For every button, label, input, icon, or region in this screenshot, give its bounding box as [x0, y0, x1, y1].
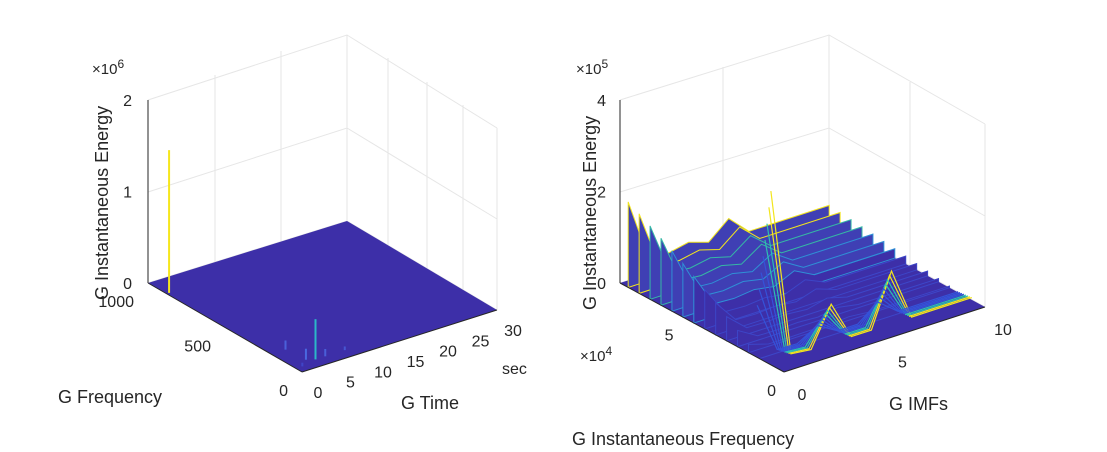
imf-axis-line: [783, 306, 986, 373]
z-axis-label: G Instantaneous Energy: [92, 106, 112, 300]
frequency-tick-label: 500: [184, 339, 211, 356]
surface-edge: [768, 207, 971, 354]
time-axis-label: G Time: [401, 393, 459, 413]
frequency-tick-label: 0: [279, 383, 288, 400]
frequency-tick-label: 0: [767, 383, 776, 400]
surface-edge: [756, 291, 959, 351]
surface-edge: [770, 190, 973, 355]
time-tick-label: 20: [439, 344, 457, 361]
imf-tick-labels: 0 5 10: [798, 322, 1012, 404]
z-tick-labels: 0 2 4: [597, 93, 606, 293]
imf-tick-label: 5: [898, 355, 907, 372]
z-tick-labels: 0 1 2: [123, 93, 132, 293]
z-tick-label: 0: [597, 276, 606, 293]
time-tick-label: 15: [407, 354, 425, 371]
time-frequency-energy-chart: 0 1 2 0 500 1000 0 5 10 15 20 25 30 ×106 G Instant…: [58, 34, 527, 413]
time-tick-labels: 0 5 10 15 20 25 30: [314, 323, 522, 402]
energy-spikes: [168, 150, 346, 367]
time-axis-line: [301, 309, 498, 373]
frequency-tick-labels: 0 500 1000: [98, 294, 288, 400]
z-axis-label: G Instantaneous Energy: [580, 116, 600, 310]
imf-tick-label: 0: [798, 387, 807, 404]
frequency-tick-label: 1000: [98, 294, 134, 311]
z-exponent: ×106: [92, 57, 124, 78]
z-tick-label: 4: [597, 93, 606, 110]
surface-edge: [766, 223, 969, 354]
energy-surface: [148, 221, 497, 372]
imf-axis-label: G IMFs: [889, 394, 948, 414]
time-unit-label: sec: [502, 361, 527, 378]
surface-edge: [762, 256, 965, 353]
surface-edge: [760, 272, 963, 352]
surface-edge: [758, 288, 961, 351]
frequency-tick-label: 5: [665, 327, 674, 344]
surface-ribbon: [715, 262, 918, 336]
frequency-axis-label: G Instantaneous Frequency: [572, 429, 794, 449]
energy-surface: [620, 190, 985, 372]
frequency-axis-line: [619, 282, 785, 373]
z-tick-label: 1: [123, 185, 132, 202]
surface-edge: [764, 239, 967, 353]
time-tick-label: 30: [504, 323, 522, 340]
frequency-tick-labels: 05: [665, 327, 777, 400]
time-tick-label: 5: [346, 375, 355, 392]
time-tick-label: 0: [314, 385, 323, 402]
frequency-exponent: ×104: [580, 344, 612, 365]
time-tick-label: 25: [472, 333, 490, 350]
z-tick-label: 0: [123, 276, 132, 293]
frequency-axis-line: [147, 282, 303, 373]
z-tick-label: 2: [597, 185, 606, 202]
imf-tick-label: 10: [994, 322, 1012, 339]
time-tick-label: 10: [374, 364, 392, 381]
z-exponent: ×105: [576, 57, 608, 78]
frequency-axis-label: G Frequency: [58, 387, 162, 407]
z-tick-label: 2: [123, 93, 132, 110]
